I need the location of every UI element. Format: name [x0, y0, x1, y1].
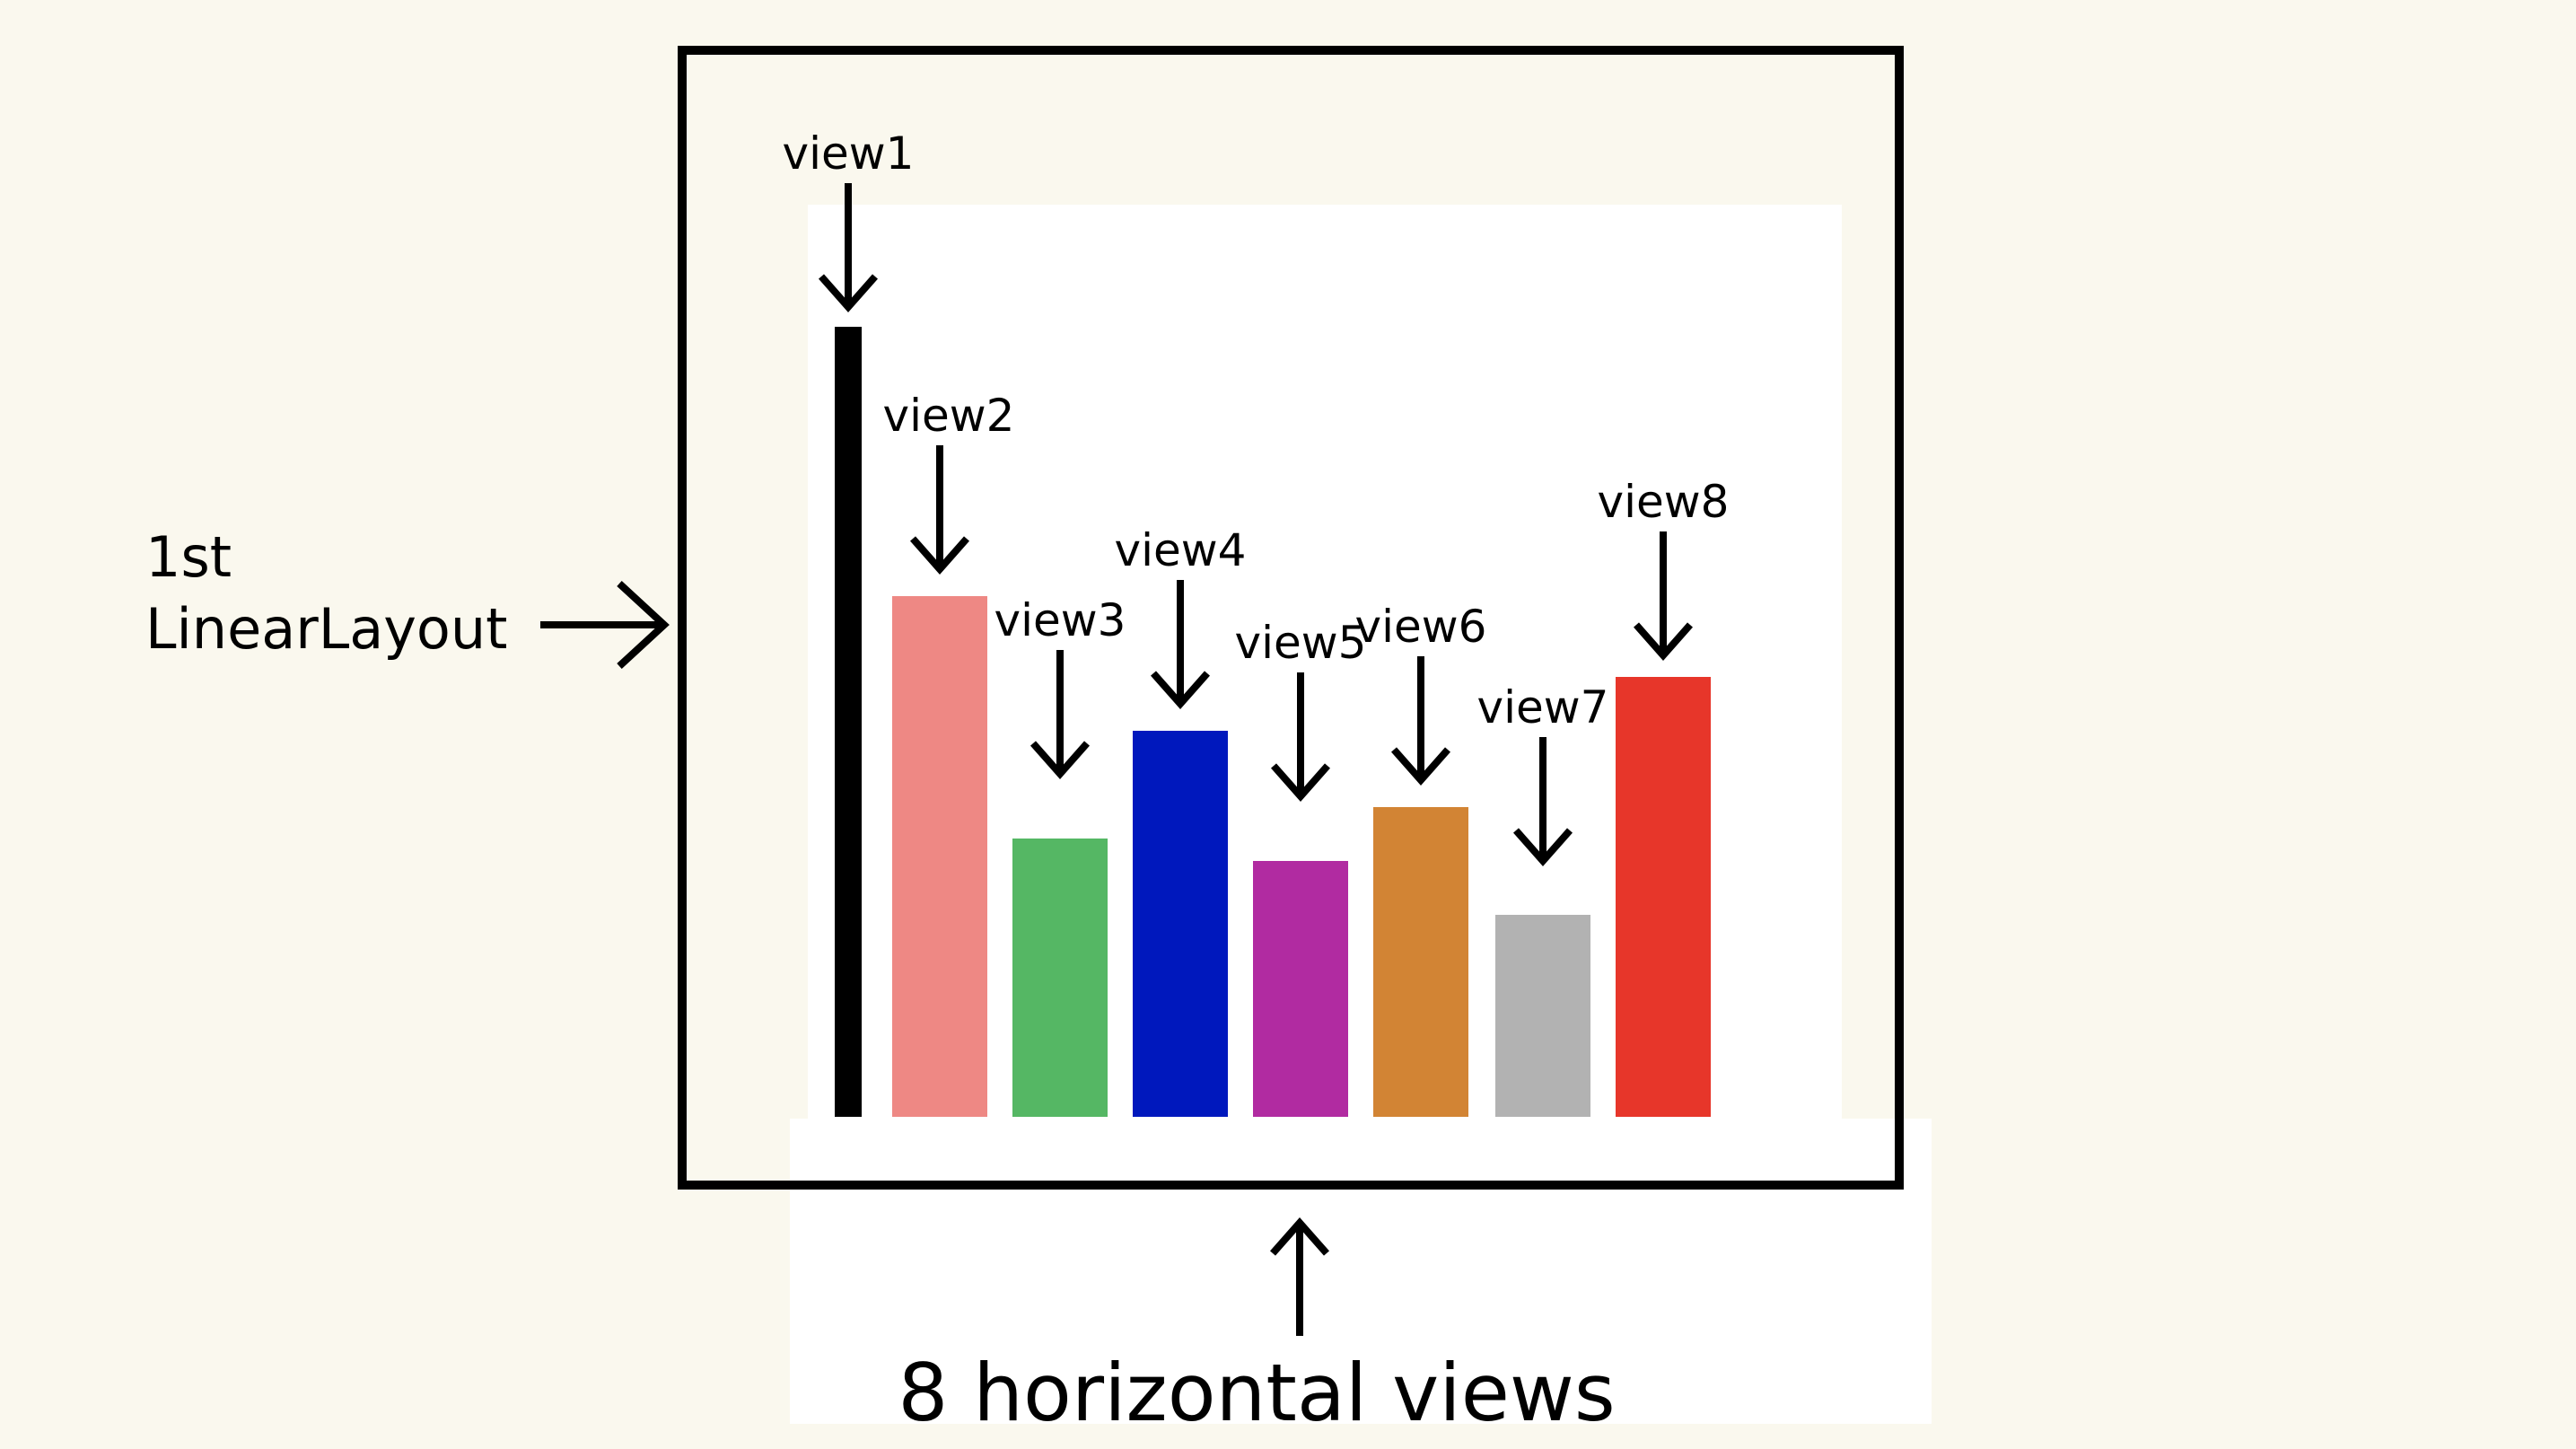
- bottom-caption: 8 horizontal views: [898, 1347, 1615, 1439]
- caption-arrow-icon: [1270, 1216, 1329, 1336]
- caption-panel: [790, 1119, 1932, 1424]
- linear-layout-box: [678, 46, 1904, 1190]
- view-arrow-icon-3: [1030, 650, 1090, 780]
- view-bar-8: [1616, 677, 1711, 1117]
- view-bar-5: [1253, 861, 1348, 1117]
- view-label-5: view5: [1235, 617, 1367, 669]
- view-bar-1: [835, 327, 862, 1117]
- view-label-7: view7: [1477, 681, 1609, 733]
- view-bar-3: [1012, 839, 1108, 1117]
- view-arrow-icon-5: [1271, 672, 1330, 803]
- view-label-4: view4: [1115, 524, 1247, 576]
- view-label-1: view1: [783, 127, 915, 180]
- view-bar-7: [1495, 915, 1590, 1117]
- view-bar-2: [892, 596, 987, 1117]
- view-arrow-icon-2: [910, 445, 969, 575]
- view-arrow-icon-4: [1151, 580, 1210, 710]
- view-label-6: view6: [1355, 601, 1487, 653]
- view-label-3: view3: [994, 594, 1126, 646]
- view-label-2: view2: [883, 390, 1015, 442]
- view-arrow-icon-8: [1634, 531, 1693, 662]
- layout-label-line1: 1st: [145, 524, 232, 590]
- layout-label-line2: LinearLayout: [145, 596, 507, 662]
- view-arrow-icon-7: [1513, 737, 1573, 867]
- view-arrow-icon-6: [1391, 656, 1450, 786]
- view-bar-4: [1133, 731, 1228, 1117]
- layout-arrow-icon: [540, 581, 670, 669]
- view-arrow-icon-1: [819, 183, 878, 313]
- view-label-8: view8: [1598, 476, 1730, 528]
- view-bar-6: [1373, 807, 1468, 1117]
